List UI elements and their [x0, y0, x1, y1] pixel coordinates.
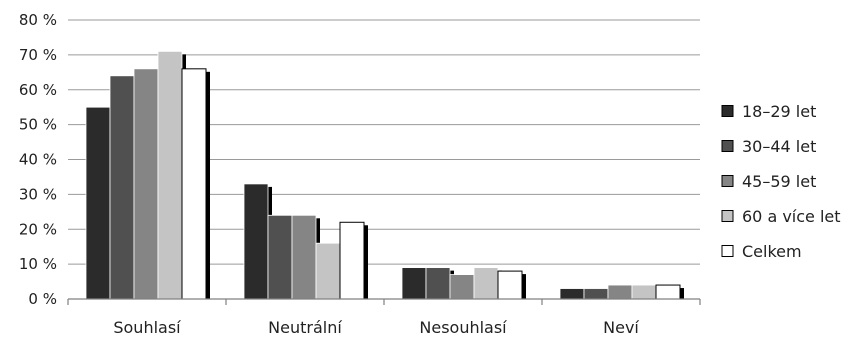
y-tick-label: 10 % — [19, 255, 57, 273]
bar — [631, 284, 657, 300]
x-category-label: Neutrální — [268, 318, 342, 337]
bar — [497, 270, 523, 300]
legend-label: 60 a více let — [742, 207, 841, 226]
bar — [109, 75, 135, 300]
bar — [267, 214, 293, 300]
x-category-label: Neví — [603, 318, 639, 337]
bar — [425, 267, 451, 300]
legend-label: 45–59 let — [742, 172, 816, 191]
bar — [315, 242, 341, 300]
bar — [449, 274, 475, 300]
legend-swatch — [721, 105, 734, 117]
legend-swatch — [721, 140, 734, 152]
x-axis-category-labels: Souhlasí Neutrální Nesouhlasí Neví — [113, 318, 639, 337]
y-tick-label: 0 % — [28, 290, 57, 308]
y-tick-label: 20 % — [19, 220, 57, 238]
bar — [473, 267, 499, 300]
bar — [133, 68, 159, 300]
y-tick-label: 30 % — [19, 185, 57, 203]
bar — [291, 214, 317, 300]
bar — [243, 183, 269, 300]
x-axis — [67, 298, 701, 305]
legend: 18–29 let 30–44 let 45–59 let 60 a více let… — [721, 102, 841, 261]
y-tick-label: 60 % — [19, 81, 57, 99]
y-tick-label: 70 % — [19, 46, 57, 64]
legend-label: 18–29 let — [742, 102, 816, 121]
bar — [559, 288, 585, 300]
bar — [85, 106, 111, 300]
legend-swatch — [721, 210, 734, 222]
legend-label: Celkem — [742, 242, 802, 261]
x-category-label: Souhlasí — [113, 318, 181, 337]
bar — [157, 50, 183, 300]
bar — [655, 284, 681, 300]
legend-label: 30–44 let — [742, 137, 816, 156]
bars — [85, 50, 684, 300]
bar — [607, 284, 633, 300]
legend-swatch — [721, 245, 734, 257]
bar — [401, 267, 427, 300]
y-tick-label: 80 % — [19, 11, 57, 29]
x-category-label: Nesouhlasí — [419, 318, 507, 337]
bar — [339, 221, 365, 300]
bar — [181, 68, 207, 300]
legend-swatch — [721, 175, 734, 187]
y-tick-label: 50 % — [19, 116, 57, 134]
bar — [583, 288, 609, 300]
y-axis-ticks: 0 % 10 % 20 % 30 % 40 % 50 % 60 % 70 % 80 % — [19, 11, 57, 308]
y-tick-label: 40 % — [19, 151, 57, 169]
